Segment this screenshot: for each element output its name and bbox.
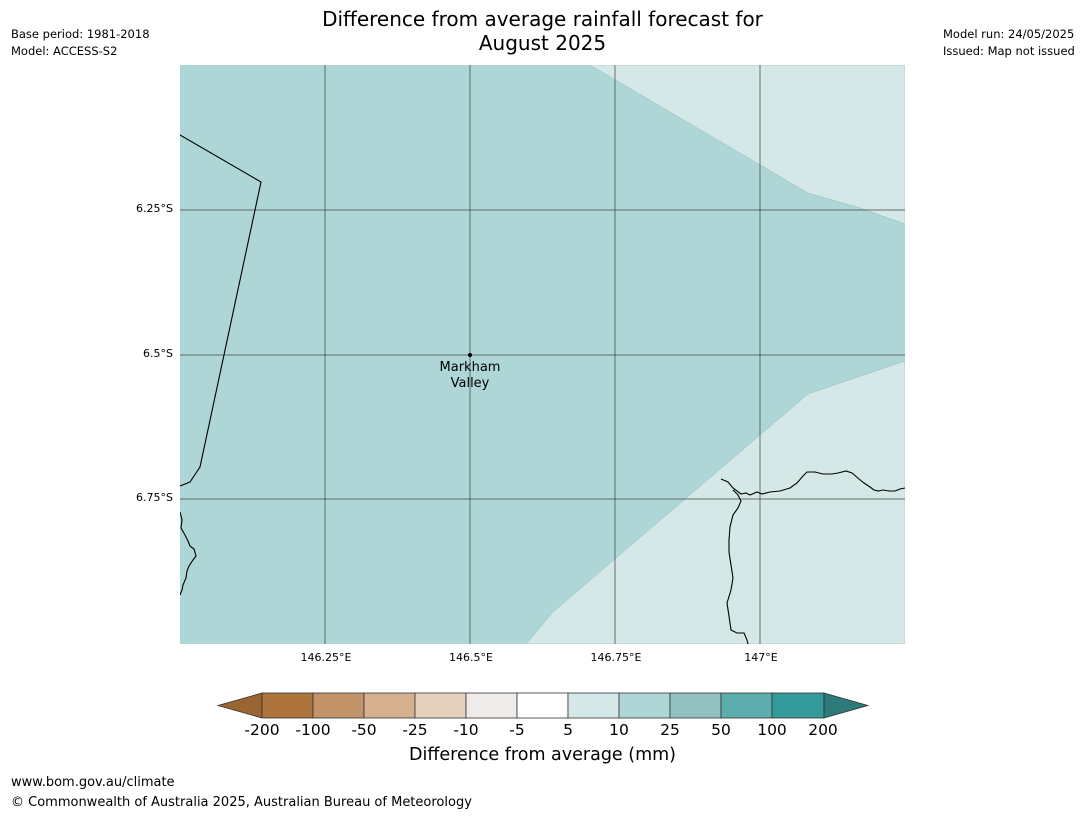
lat-label-6-25s: 6.25°S	[136, 202, 173, 215]
footer-copyright: © Commonwealth of Australia 2025, Austra…	[11, 795, 472, 810]
lon-label-147e: 147°E	[744, 651, 778, 664]
base-period-text: Base period: 1981-2018	[11, 27, 150, 41]
colorbar-tick-label: 200	[808, 721, 838, 739]
metadata-right: Model run: 24/05/2025 Issued: Map not is…	[943, 26, 1075, 60]
map-gridlines	[180, 65, 905, 644]
colorbar-tick-label: 50	[711, 721, 731, 739]
location-marker[interactable]	[468, 353, 472, 357]
colorbar-tick-label: 25	[660, 721, 680, 739]
colorbar-tick-label: -25	[402, 721, 428, 739]
place-label-line-2: Valley	[450, 376, 490, 391]
lon-label-146-25e: 146.25°E	[300, 651, 352, 664]
colorbar-tick-label: -200	[244, 721, 280, 739]
colorbar	[216, 692, 870, 719]
place-label-line-1: Markham	[439, 360, 501, 375]
title-line-1: Difference from average rainfall forecas…	[322, 7, 763, 31]
colorbar-tick-label: -5	[509, 721, 525, 739]
colorbar-tick-label: -10	[453, 721, 479, 739]
model-text: Model: ACCESS-S2	[11, 44, 118, 58]
lat-label-6-5s: 6.5°S	[143, 347, 173, 360]
page-title: Difference from average rainfall forecas…	[0, 7, 1085, 55]
colorbar-tick-label: 100	[757, 721, 787, 739]
title-line-2: August 2025	[478, 31, 607, 55]
colorbar-tick-label: -50	[351, 721, 377, 739]
colorbar-title: Difference from average (mm)	[408, 745, 677, 765]
lon-label-146-5e: 146.5°E	[449, 651, 493, 664]
colorbar-tick-label: 10	[609, 721, 629, 739]
place-label-markham-valley: Markham Valley	[440, 360, 501, 392]
lon-label-146-75e: 146.75°E	[590, 651, 642, 664]
issued-text: Issued: Map not issued	[943, 44, 1075, 58]
colorbar-extend-high	[823, 692, 870, 719]
coastlines-and-borders	[180, 134, 905, 644]
model-run-text: Model run: 24/05/2025	[943, 27, 1075, 41]
colorbar-tick-label: 5	[563, 721, 573, 739]
colorbar-extend-low	[216, 692, 263, 719]
lat-label-6-75s: 6.75°S	[136, 491, 173, 504]
colorbar-tick-label: -100	[295, 721, 331, 739]
metadata-left: Base period: 1981-2018 Model: ACCESS-S2	[11, 26, 150, 60]
map-region-5-to-10-south	[525, 360, 905, 644]
map-region-5-to-10-north	[589, 65, 905, 225]
footer-url[interactable]: www.bom.gov.au/climate	[11, 775, 175, 790]
